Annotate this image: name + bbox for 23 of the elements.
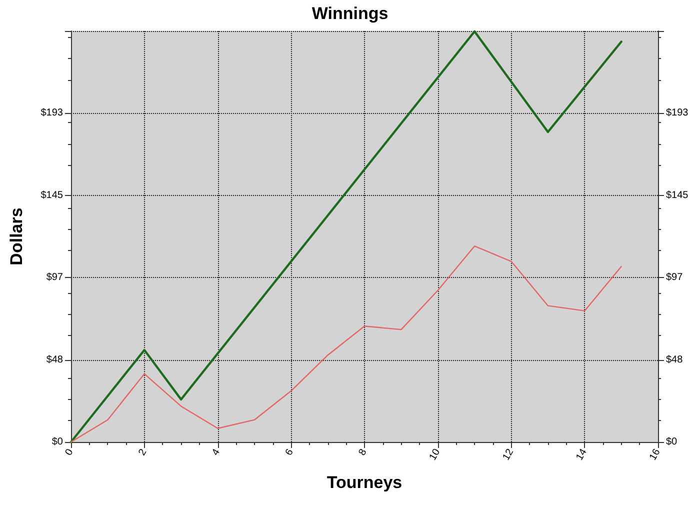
y2-tick-label: $193 — [666, 108, 689, 119]
x-tick-label: 16 — [648, 446, 663, 462]
x-tick-label: 2 — [136, 446, 150, 458]
y-tick-label: $0 — [52, 436, 64, 448]
line-series — [70, 245, 622, 443]
x-axis-title: Tourneys — [326, 473, 402, 492]
y-axis-title: Dollars — [7, 208, 26, 266]
y-tick-label: $145 — [40, 190, 64, 201]
x-tick-label: 4 — [210, 446, 223, 458]
y-tick-label: $48 — [46, 354, 64, 366]
y-tick-label: $97 — [46, 272, 64, 284]
x-tick-label: 0 — [63, 446, 76, 458]
y2-tick-label: $145 — [666, 190, 689, 201]
x-tick-label: 12 — [500, 446, 516, 462]
x-tick-label: 10 — [428, 446, 443, 462]
x-tick-label: 6 — [284, 446, 296, 458]
x-tick-label: 14 — [574, 446, 590, 462]
y2-tick-label: $0 — [666, 436, 678, 448]
chart-title: Winnings — [312, 4, 388, 23]
y-tick-label: $193 — [40, 108, 64, 119]
y2-tick-label: $48 — [666, 354, 684, 366]
x-tick-label: 8 — [356, 446, 370, 458]
y2-tick-label: $97 — [666, 272, 684, 284]
